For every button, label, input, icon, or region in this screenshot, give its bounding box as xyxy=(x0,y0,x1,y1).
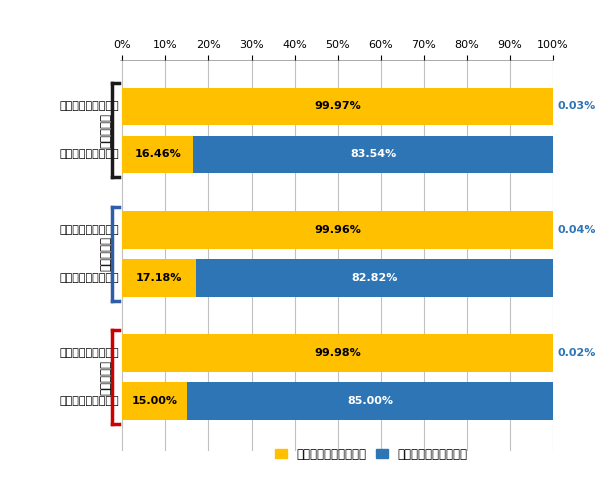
Bar xyxy=(123,88,553,125)
Text: 女子中学生: 女子中学生 xyxy=(100,360,112,395)
Text: 0.03%: 0.03% xyxy=(557,101,596,111)
Text: 99.98%: 99.98% xyxy=(314,348,361,358)
Text: 大麻の生涯経験あり: 大麻の生涯経験あり xyxy=(59,149,119,159)
Text: 17.18%: 17.18% xyxy=(136,273,183,283)
Bar xyxy=(123,259,197,297)
Text: 大麻の生涯経験なし: 大麻の生涯経験なし xyxy=(59,101,119,111)
Text: 16.46%: 16.46% xyxy=(135,149,181,159)
Text: 男子中学生: 男子中学生 xyxy=(100,236,112,272)
Text: 0.02%: 0.02% xyxy=(557,348,596,358)
Text: 大麻の生涯経験あり: 大麻の生涯経験あり xyxy=(59,273,119,283)
Bar xyxy=(197,259,553,297)
Text: 82.82%: 82.82% xyxy=(352,273,398,283)
Bar xyxy=(123,136,194,173)
Legend: 覚醒剤の生涯経験なし, 覚醒剤の生涯経験あり: 覚醒剤の生涯経験なし, 覚醒剤の生涯経験あり xyxy=(275,447,467,460)
Text: 85.00%: 85.00% xyxy=(347,396,393,406)
Text: 0.04%: 0.04% xyxy=(557,225,596,235)
Bar xyxy=(123,211,553,248)
Bar xyxy=(194,136,553,173)
Text: 99.97%: 99.97% xyxy=(314,101,361,111)
Bar xyxy=(187,382,553,420)
Text: 83.54%: 83.54% xyxy=(350,149,396,159)
Text: 大麻の生涯経験なし: 大麻の生涯経験なし xyxy=(59,348,119,358)
Bar xyxy=(123,382,187,420)
Text: 大麻の生涯経験あり: 大麻の生涯経験あり xyxy=(59,396,119,406)
Text: 15.00%: 15.00% xyxy=(132,396,178,406)
Text: 中学生全体: 中学生全体 xyxy=(100,113,112,148)
Text: 99.96%: 99.96% xyxy=(314,225,361,235)
Bar xyxy=(123,334,553,372)
Text: 大麻の生涯経験なし: 大麻の生涯経験なし xyxy=(59,225,119,235)
